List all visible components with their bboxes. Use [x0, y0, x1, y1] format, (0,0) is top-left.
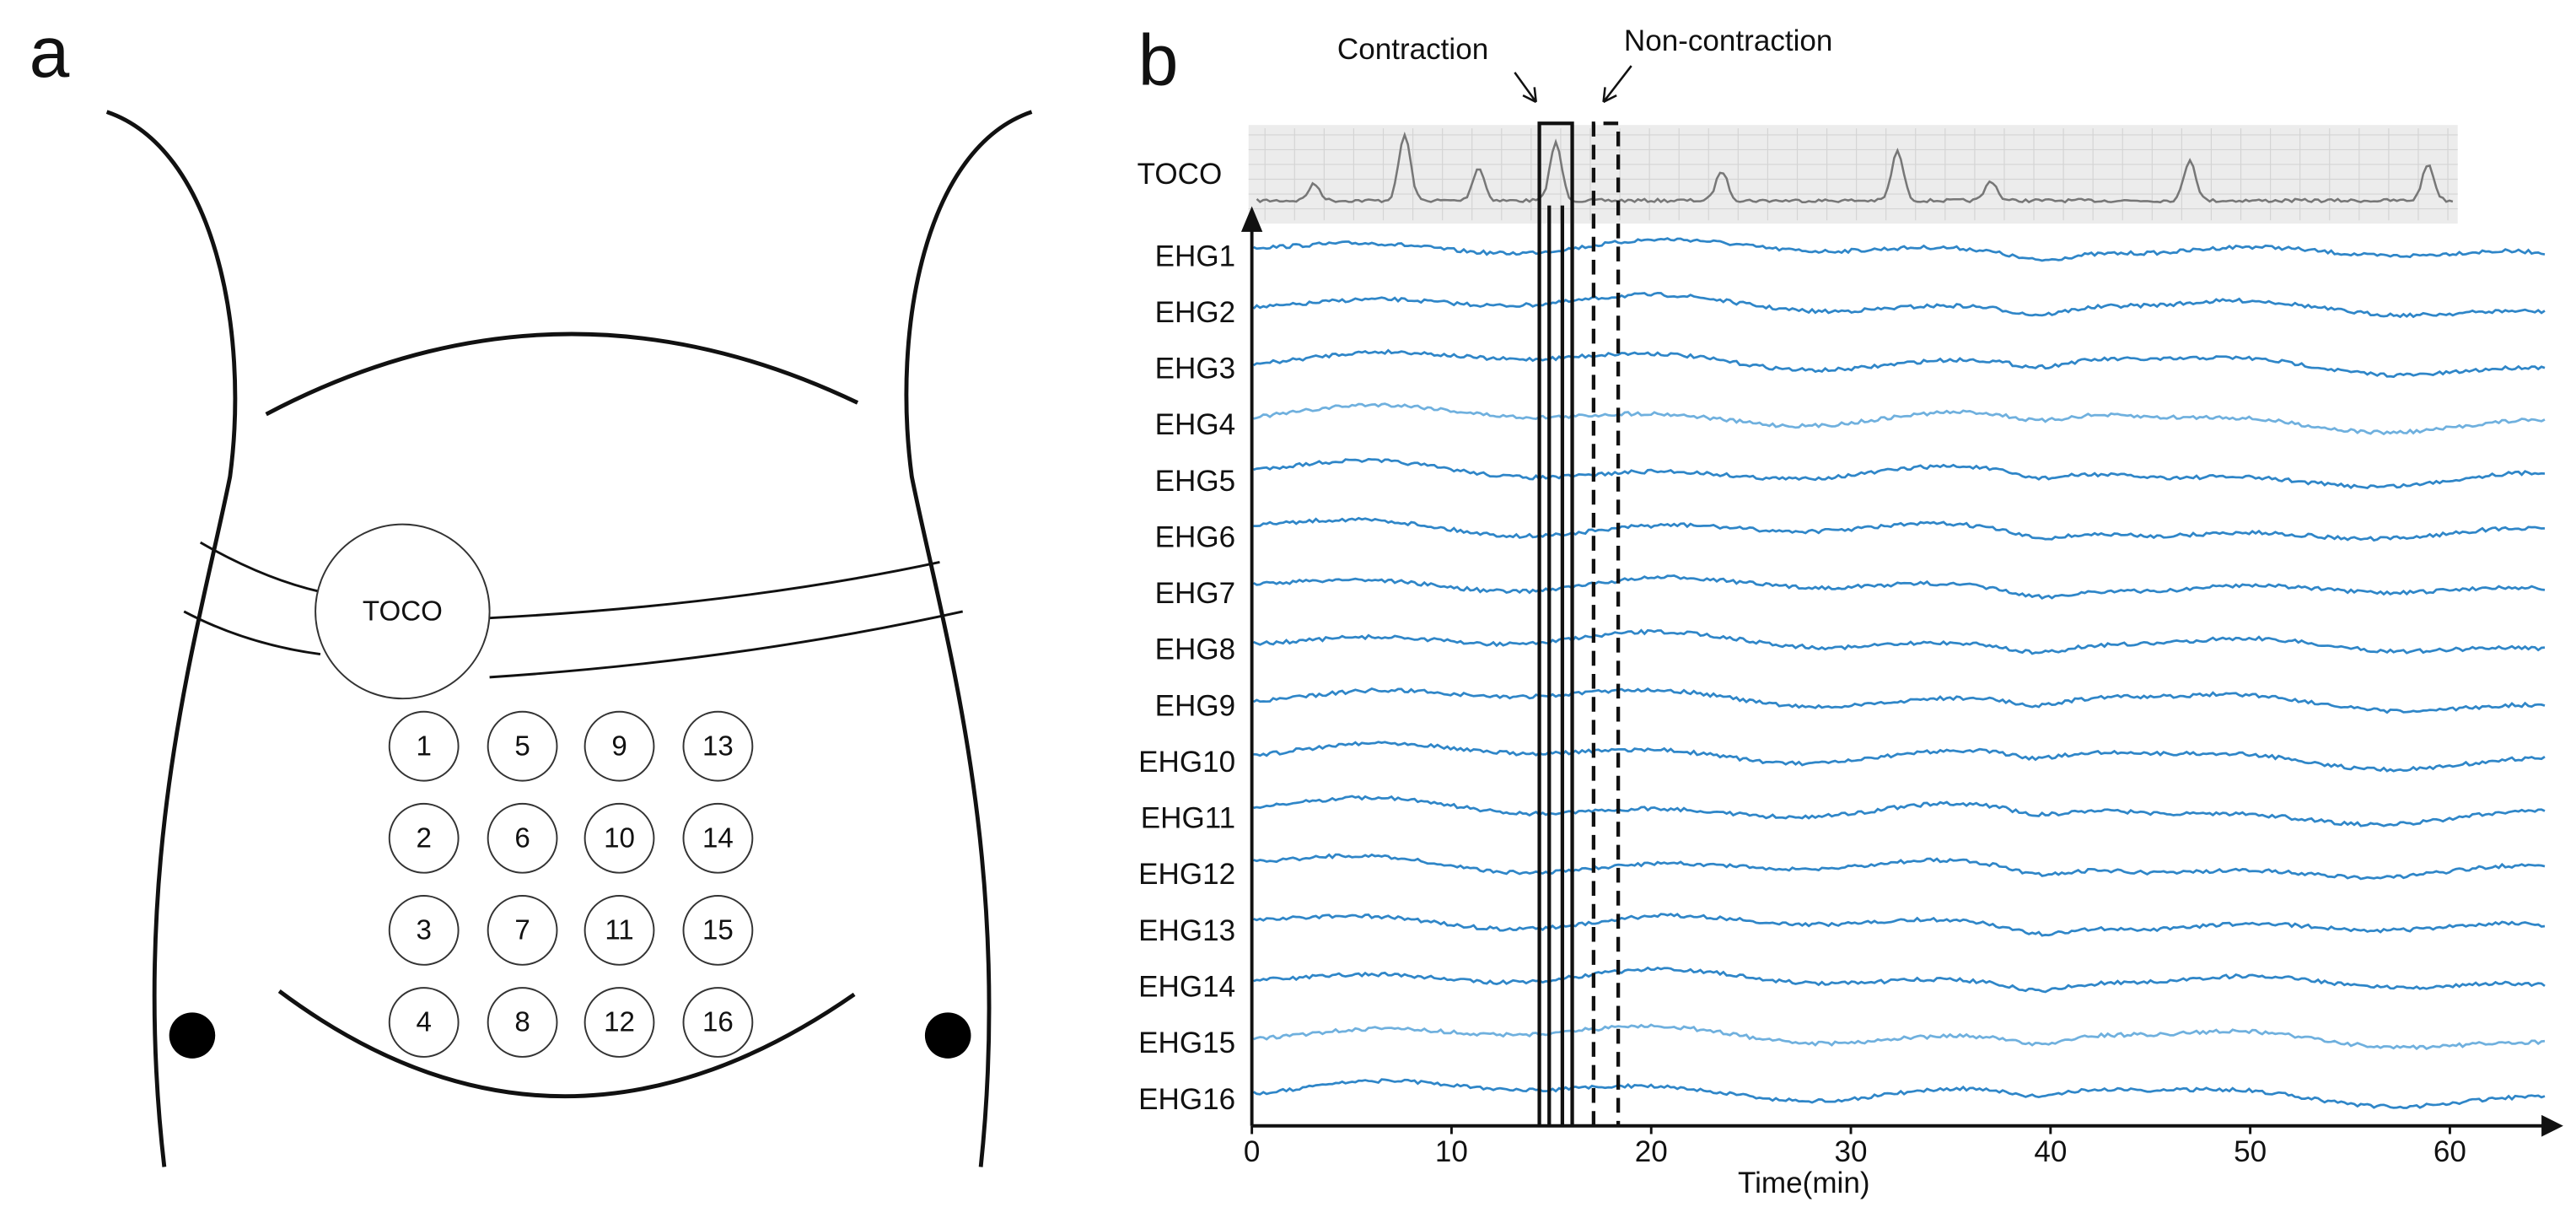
- ehg-trace: [1253, 402, 2546, 436]
- annotation: Non-contraction: [1624, 24, 1833, 57]
- electrode: [682, 987, 754, 1058]
- electrode-label: 14: [702, 822, 734, 854]
- electrode-label: 6: [514, 822, 530, 854]
- ehg-trace: [1253, 795, 2546, 827]
- ehg-trace: [1253, 853, 2546, 881]
- ehg-trace: [1253, 966, 2546, 994]
- channel-label: EHG9: [1155, 689, 1235, 722]
- channel-label: EHG15: [1138, 1027, 1235, 1059]
- ehg-trace: [1253, 457, 2546, 490]
- x-tick-label: 20: [1635, 1135, 1668, 1168]
- channel-label: EHG8: [1155, 633, 1235, 666]
- electrode-label: 9: [611, 730, 627, 762]
- electrode: [682, 895, 754, 966]
- channel-label: EHG4: [1155, 408, 1235, 441]
- toco-grid: [1248, 128, 2458, 221]
- electrode-label: 15: [702, 915, 734, 946]
- ehg-trace: [1253, 237, 2546, 262]
- electrode: [388, 802, 460, 874]
- x-axis-label: Time(min): [1738, 1167, 1869, 1199]
- ehg-trace: [1253, 741, 2546, 773]
- channel-label: EHG3: [1155, 353, 1235, 385]
- electrode-label: 3: [416, 915, 431, 946]
- panel-label: a: [30, 12, 70, 93]
- reference-electrode: [924, 1012, 971, 1059]
- channel-label: EHG11: [1141, 802, 1235, 835]
- x-tick-label: 40: [2034, 1135, 2067, 1168]
- electrode-label: 8: [514, 1007, 530, 1038]
- toco-sensor: [315, 523, 491, 700]
- channel-label: EHG1: [1155, 240, 1235, 272]
- ehg-trace: [1252, 348, 2546, 379]
- ehg-trace: [1253, 516, 2546, 542]
- toco-strip: [1248, 125, 2458, 224]
- electrode: [487, 710, 558, 782]
- annotation-arrows: [1514, 65, 1632, 104]
- ehg-trace: [1252, 1078, 2546, 1109]
- x-tick-label: 50: [2234, 1135, 2267, 1168]
- window-boxes: [1537, 121, 1621, 1126]
- electrode-label: 10: [604, 822, 635, 854]
- toco-label: TOCO: [363, 596, 443, 628]
- electrode: [388, 987, 460, 1058]
- electrode: [682, 802, 754, 874]
- electrode-label: 16: [702, 1007, 734, 1038]
- electrode-label: 2: [416, 822, 431, 854]
- channel-label: EHG10: [1138, 746, 1235, 779]
- reference-electrode: [169, 1012, 216, 1059]
- electrode-label: 12: [604, 1007, 635, 1038]
- electrode: [487, 802, 558, 874]
- channel-label: EHG13: [1138, 914, 1235, 947]
- channel-label: EHG7: [1155, 577, 1235, 610]
- electrode: [682, 710, 754, 782]
- panel-label: b: [1138, 20, 1179, 101]
- ehg-traces: [1252, 237, 2546, 1109]
- axes: [1240, 206, 2563, 1137]
- electrode-label: 7: [514, 915, 530, 946]
- channel-label: EHG14: [1138, 971, 1235, 1004]
- body-outline: [105, 110, 1033, 1167]
- electrode: [583, 710, 655, 782]
- x-tick-label: 30: [1835, 1135, 1868, 1168]
- channel-label: EHG16: [1138, 1083, 1235, 1116]
- electrode: [583, 987, 655, 1058]
- electrode: [487, 895, 558, 966]
- ehg-trace: [1253, 1023, 2546, 1051]
- electrode-label: 11: [605, 915, 633, 946]
- ehg-trace: [1253, 913, 2546, 937]
- x-tick-label: 0: [1244, 1135, 1261, 1168]
- x-tick-label: 10: [1435, 1135, 1468, 1168]
- toco-trace: [1256, 131, 2454, 204]
- toco-channel-label: TOCO: [1137, 158, 1223, 191]
- channel-label: EHG12: [1138, 858, 1235, 891]
- electrode-label: 13: [702, 730, 734, 762]
- channel-label: EHG5: [1155, 465, 1235, 498]
- annotation: Contraction: [1337, 33, 1488, 66]
- electrode: [388, 895, 460, 966]
- ehg-trace: [1252, 574, 2546, 600]
- electrode: [583, 895, 655, 966]
- electrode-label: 4: [416, 1007, 431, 1038]
- electrode: [583, 802, 655, 874]
- ehg-trace: [1253, 628, 2546, 655]
- electrode-label: 1: [416, 730, 431, 762]
- electrode: [487, 987, 558, 1058]
- x-tick-label: 60: [2433, 1135, 2466, 1168]
- ehg-trace: [1252, 687, 2546, 714]
- electrode-label: 5: [514, 730, 530, 762]
- channel-label: EHG2: [1155, 296, 1235, 329]
- ehg-trace: [1252, 291, 2546, 319]
- channel-label: EHG6: [1155, 520, 1235, 553]
- electrode: [388, 710, 460, 782]
